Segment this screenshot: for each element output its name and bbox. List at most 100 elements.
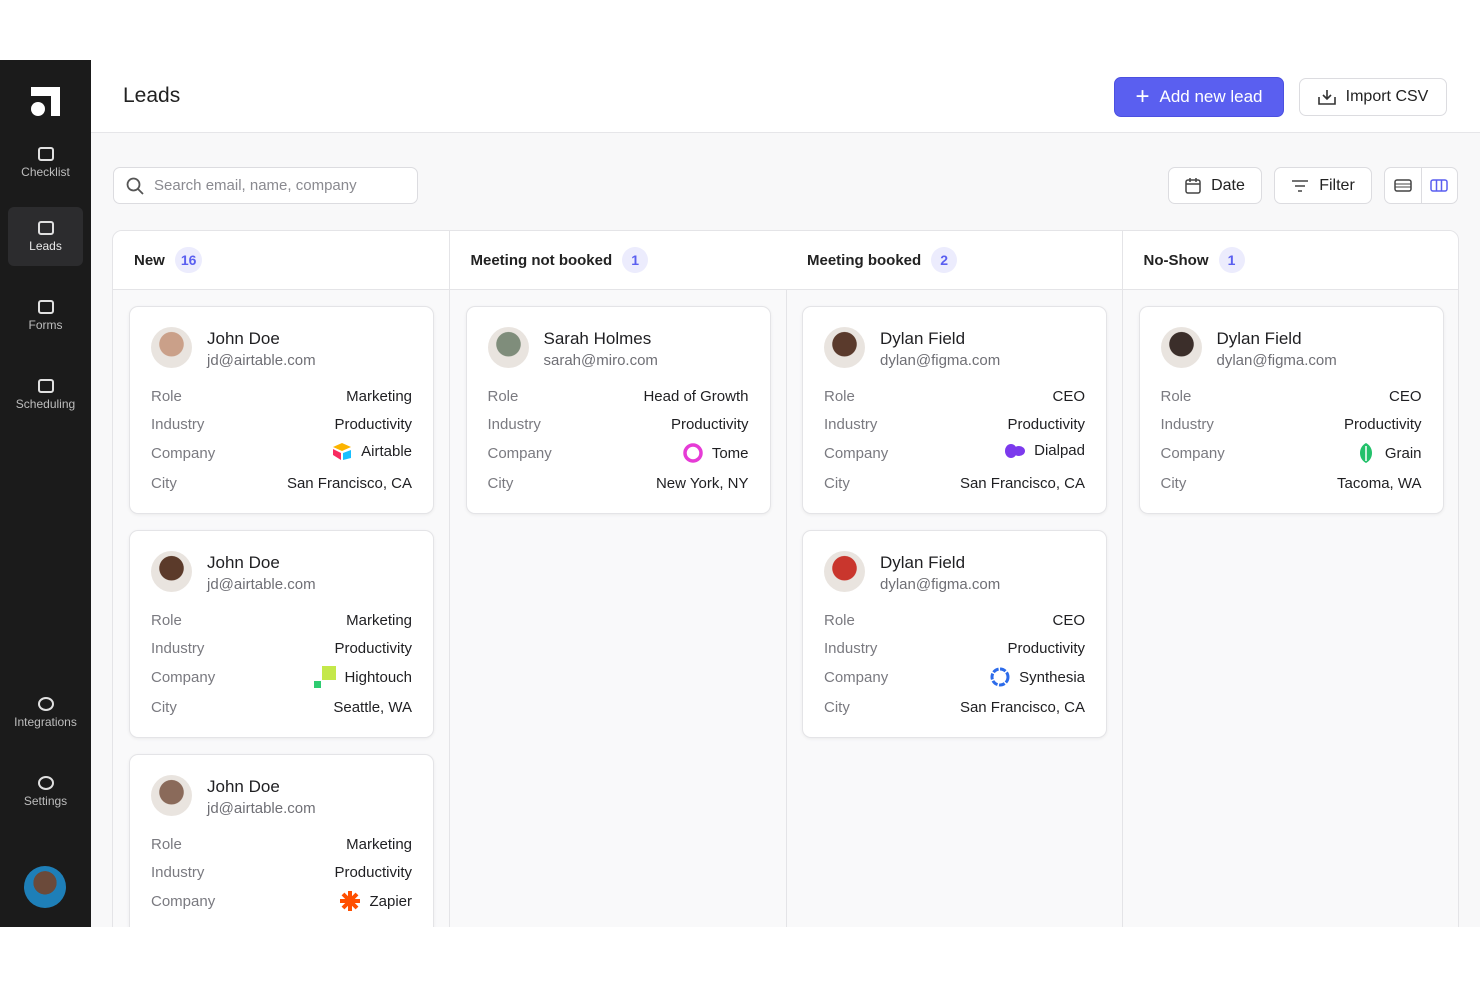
button-label: Filter — [1319, 176, 1355, 194]
lead-avatar — [151, 775, 192, 816]
nav-label: Leads — [29, 239, 62, 253]
board-view-button[interactable] — [1422, 168, 1458, 203]
field-text: Grain — [1384, 444, 1422, 462]
search-input[interactable]: Search email, name, company — [113, 167, 418, 204]
field-value: CEO — [1389, 388, 1422, 405]
field-text: Productivity — [670, 416, 749, 433]
field-text: Synthesia — [1019, 668, 1085, 686]
lead-email: jd@airtable.com — [207, 576, 316, 593]
field-value: Tome — [682, 442, 749, 464]
field-text: Marketing — [346, 388, 412, 405]
field-label: Company — [151, 669, 216, 686]
lead-avatar — [824, 551, 865, 592]
nav-label: Scheduling — [15, 397, 76, 411]
field-text: Airtable — [361, 442, 412, 460]
field-label: Industry — [1160, 416, 1214, 433]
field-text: Head of Growth — [643, 388, 749, 405]
field-text: New York, NY — [655, 475, 749, 492]
nav-item[interactable]: Settings — [8, 762, 83, 821]
nav-item[interactable]: Leads — [8, 207, 83, 266]
field-value: Productivity — [671, 416, 749, 433]
nav-icon — [37, 697, 54, 711]
sidebar: Checklist Leads Forms Scheduling Integration… — [0, 60, 91, 927]
add-lead-button[interactable]: + Add new lead — [1114, 77, 1284, 117]
lead-name: Sarah Holmes — [543, 329, 652, 348]
nav-item[interactable]: Integrations — [8, 683, 83, 742]
lead-card[interactable]: Dylan Field dylan@figma.com Role CEO Industr… — [1138, 306, 1444, 514]
field-value: Productivity — [334, 864, 412, 881]
board-icon — [1430, 179, 1448, 192]
field-text: Productivity — [1007, 416, 1085, 433]
nav-item[interactable]: Scheduling — [8, 365, 83, 424]
field-label: Role — [824, 612, 855, 629]
import-icon — [1317, 90, 1336, 105]
field-text: San Francisco, CA — [286, 475, 412, 492]
field-text: Productivity — [1007, 640, 1085, 657]
lead-name: John Doe — [207, 329, 280, 348]
company-logo — [989, 666, 1011, 688]
column-count: 1 — [622, 247, 649, 273]
field-label: Company — [151, 445, 216, 462]
field-text: Productivity — [334, 864, 412, 881]
filter-button[interactable]: Filter — [1274, 167, 1372, 204]
calendar-icon — [1185, 178, 1201, 194]
lead-email: jd@airtable.com — [207, 800, 316, 817]
lead-avatar — [1160, 327, 1202, 368]
field-label: Company — [487, 445, 552, 462]
field-text: CEO — [1388, 388, 1422, 405]
lead-card[interactable]: Dylan Field dylan@figma.com Role CEO Industr… — [802, 530, 1107, 738]
field-value: Grain — [1355, 442, 1422, 464]
board-column: Meeting booked 2 Dylan Field dylan@figma.co… — [786, 231, 1123, 927]
nav-icon — [37, 147, 54, 161]
user-avatar[interactable] — [24, 866, 66, 908]
field-text: CEO — [1052, 388, 1085, 405]
field-label: Industry — [151, 864, 205, 881]
field-label: Company — [824, 445, 889, 462]
app: Checklist Leads Forms Scheduling Integration… — [0, 60, 1480, 927]
lead-card[interactable]: John Doe jd@airtable.com Role Marketing Indu… — [129, 306, 434, 514]
import-button[interactable]: Import CSV — [1299, 78, 1447, 116]
header: Leads + Add new lead Import CSV — [91, 60, 1480, 133]
lead-card[interactable]: John Doe jd@airtable.com Role Marketing Indu… — [129, 754, 434, 927]
company-logo — [331, 442, 353, 460]
nav-item[interactable]: Forms — [8, 286, 83, 345]
field-value: San Francisco, CA — [960, 699, 1085, 716]
nav-item[interactable]: Checklist — [8, 133, 83, 192]
button-label: Import CSV — [1345, 88, 1429, 105]
field-value: Productivity — [334, 640, 412, 657]
list-view-button[interactable] — [1385, 168, 1422, 203]
column-count: 2 — [931, 247, 958, 273]
lead-email: dylan@figma.com — [880, 352, 1001, 369]
field-text: Tome — [711, 444, 749, 462]
lead-card[interactable]: Sarah Holmes sarah@miro.com Role Head of Gr… — [465, 306, 771, 514]
lead-avatar — [151, 551, 192, 592]
column-title: No-Show — [1143, 251, 1209, 269]
field-label: Role — [1160, 388, 1192, 405]
field-value: Productivity — [334, 416, 412, 433]
lead-card[interactable]: Dylan Field dylan@figma.com Role CEO Industr… — [802, 306, 1107, 514]
field-value: New York, NY — [656, 475, 749, 492]
field-value: Marketing — [346, 388, 412, 405]
field-text: Tacoma, WA — [1337, 475, 1422, 492]
field-value: CEO — [1052, 612, 1085, 629]
lead-card[interactable]: John Doe jd@airtable.com Role Marketing Indu… — [129, 530, 434, 738]
field-label: Role — [151, 388, 182, 405]
lead-avatar — [487, 327, 529, 368]
column-count: 1 — [1218, 247, 1245, 273]
field-label: Industry — [824, 416, 878, 433]
plus-icon: + — [1135, 83, 1150, 110]
nav-icon — [37, 379, 54, 393]
search-placeholder: Search email, name, company — [154, 177, 357, 194]
date-button[interactable]: Date — [1168, 167, 1262, 204]
view-toggle — [1384, 167, 1458, 204]
field-text: CEO — [1052, 612, 1085, 629]
field-label: City — [151, 699, 177, 716]
field-text: San Francisco, CA — [959, 699, 1085, 716]
field-label: Industry — [824, 640, 878, 657]
nav-icon — [37, 776, 54, 790]
nav-icon — [37, 300, 54, 314]
field-text: Marketing — [346, 612, 412, 629]
field-value: Productivity — [1007, 640, 1085, 657]
field-text: Productivity — [334, 416, 412, 433]
field-value: Productivity — [1007, 416, 1085, 433]
